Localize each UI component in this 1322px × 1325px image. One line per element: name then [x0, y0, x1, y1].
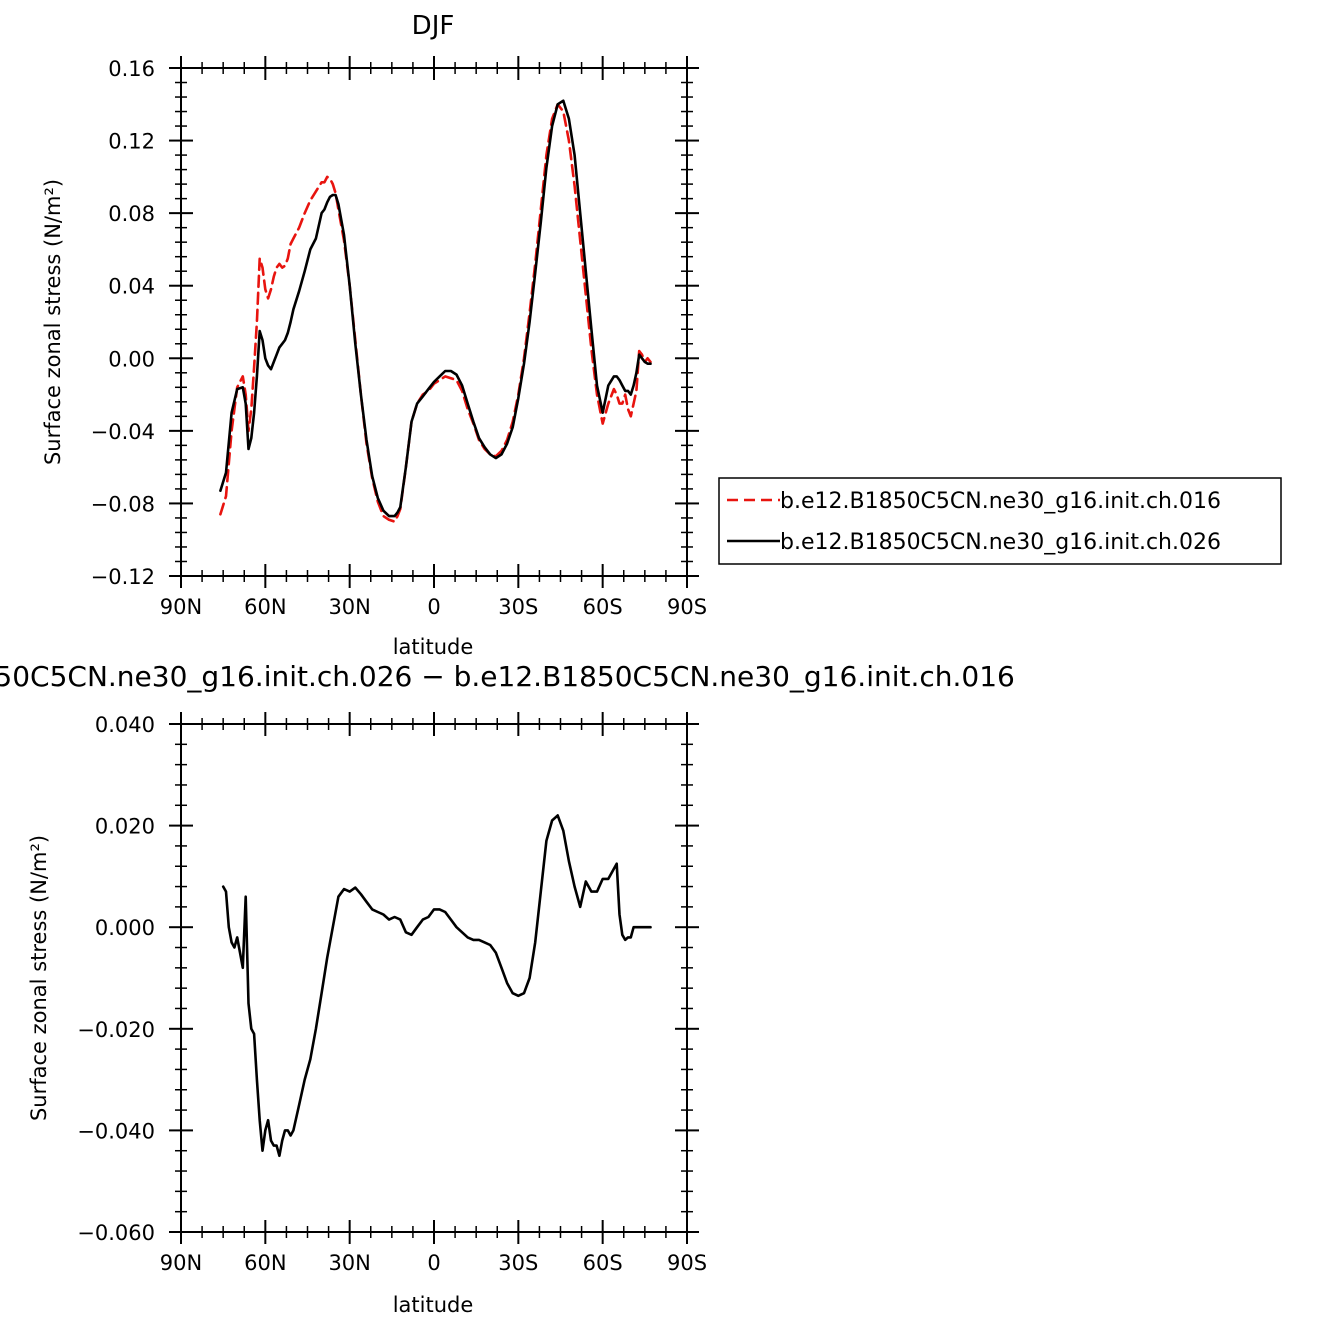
bottom-chart-title: b.e12.B1850C5CN.ne30_g16.init.ch.026 − b… [0, 660, 1015, 693]
top-y-tick-labels: −0.12 −0.08 −0.04 0.00 0.04 0.08 0.12 0.16 [91, 57, 155, 589]
bottom-plot-frame [180, 723, 688, 1233]
legend: b.e12.B1850C5CN.ne30_g16.init.ch.016 b.e… [718, 477, 1282, 565]
x-tick-label: 90S [667, 595, 707, 619]
y-tick-label: 0.020 [95, 815, 155, 839]
x-tick-label: 0 [427, 1251, 440, 1275]
x-tick-label: 60N [244, 595, 286, 619]
series-line-difference [221, 814, 652, 1158]
x-tick-label: 90S [667, 1251, 707, 1275]
x-tick-label: 90N [160, 595, 202, 619]
y-tick-label: −0.12 [91, 565, 155, 589]
y-tick-label: 0.16 [108, 57, 155, 81]
y-tick-label: −0.040 [77, 1119, 155, 1143]
bottom-series [221, 814, 652, 1158]
top-x-tick-labels: 90N 60N 30N 0 30S 60S 90S [160, 595, 707, 619]
x-tick-label: 60S [583, 1251, 623, 1275]
bottom-y-axis-label: Surface zonal stress (N/m²) [27, 835, 51, 1121]
bottom-x-tick-labels: 90N 60N 30N 0 30S 60S 90S [160, 1251, 707, 1275]
x-tick-label: 0 [427, 595, 440, 619]
bottom-x-axis-label: latitude [393, 1293, 474, 1317]
y-tick-label: 0.04 [108, 275, 155, 299]
x-tick-label: 90N [160, 1251, 202, 1275]
series-line-016 [219, 103, 652, 523]
legend-label-026: b.e12.B1850C5CN.ne30_g16.init.ch.026 [780, 530, 1221, 555]
x-tick-label: 60N [244, 1251, 286, 1275]
x-tick-label: 30N [328, 595, 370, 619]
y-tick-label: 0.000 [95, 916, 155, 940]
y-tick-label: 0.12 [108, 130, 155, 154]
x-tick-label: 30S [498, 1251, 538, 1275]
top-ticks [169, 56, 699, 588]
y-tick-label: 0.08 [108, 202, 155, 226]
y-tick-label: −0.060 [77, 1221, 155, 1245]
y-tick-label: 0.00 [108, 347, 155, 371]
bottom-chart: b.e12.B1850C5CN.ne30_g16.init.ch.026 − b… [0, 660, 1015, 1317]
y-tick-label: 0.040 [95, 713, 155, 737]
series-line-026 [219, 99, 652, 518]
top-x-axis-label: latitude [393, 635, 474, 659]
bottom-y-tick-labels: −0.060 −0.040 −0.020 0.000 0.020 0.040 [77, 713, 155, 1245]
top-chart-title: DJF [412, 11, 455, 41]
x-tick-label: 60S [583, 595, 623, 619]
legend-frame [718, 477, 1282, 565]
y-tick-label: −0.020 [77, 1018, 155, 1042]
top-y-axis-label: Surface zonal stress (N/m²) [41, 179, 65, 465]
top-chart: DJF 90N 60N 30N 0 30S 60S 90S −0.12 −0.08 −0.04 0… [41, 11, 707, 659]
y-tick-label: −0.08 [91, 492, 155, 516]
y-tick-label: −0.04 [91, 420, 155, 444]
x-tick-label: 30N [328, 1251, 370, 1275]
top-series [219, 99, 652, 523]
legend-label-016: b.e12.B1850C5CN.ne30_g16.init.ch.016 [780, 489, 1221, 514]
x-tick-label: 30S [498, 595, 538, 619]
top-plot-frame [180, 67, 688, 577]
